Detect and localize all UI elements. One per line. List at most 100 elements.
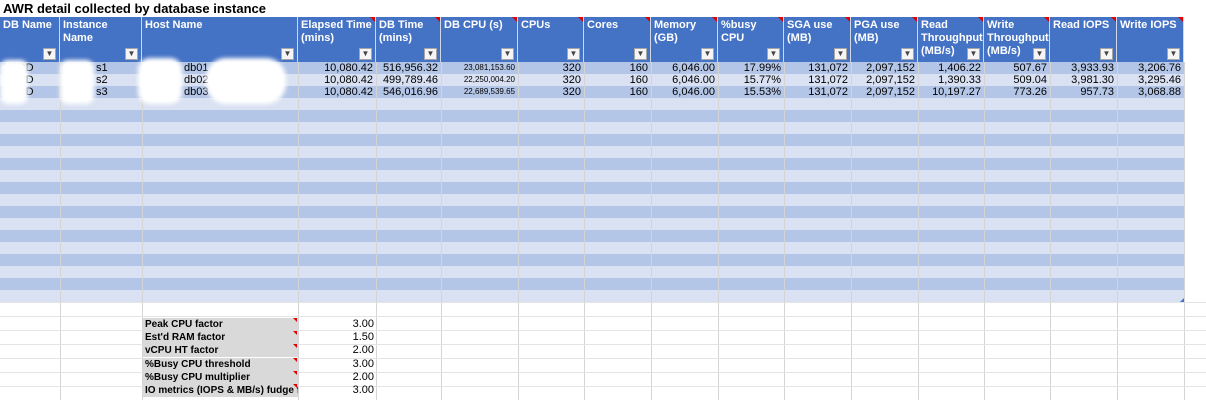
empty-table-row[interactable] <box>0 98 1184 110</box>
cell-write-throughput[interactable]: 507.67 <box>1013 62 1047 74</box>
table-resize-handle[interactable] <box>1180 298 1184 302</box>
cell-busy-cpu[interactable]: 15.53% <box>743 86 781 98</box>
factor-label[interactable]: vCPU HT factor <box>143 344 298 358</box>
cell-db-cpu[interactable]: 22,689,539.65 <box>463 87 515 96</box>
filter-dropdown-icon[interactable]: ▼ <box>424 48 437 60</box>
cell-db-cpu[interactable]: 23,081,153.60 <box>463 63 515 72</box>
cell-instance-name[interactable]: s2 <box>96 74 108 86</box>
cell-host-name[interactable]: db01 <box>184 62 209 74</box>
filter-dropdown-icon[interactable]: ▼ <box>901 48 914 60</box>
comment-indicator-icon[interactable] <box>1044 17 1049 22</box>
factor-value[interactable]: 3.00 <box>352 357 374 370</box>
cell-cores[interactable]: 160 <box>629 62 648 74</box>
cell-sga-use[interactable]: 131,072 <box>808 74 848 86</box>
cell-cores[interactable]: 160 <box>629 74 648 86</box>
empty-table-row[interactable] <box>0 278 1184 290</box>
empty-table-row[interactable] <box>0 182 1184 194</box>
comment-indicator-icon[interactable] <box>293 384 297 388</box>
table-row[interactable]: XPRDs3db0310,080.42546,016.9622,689,539.… <box>0 86 1184 98</box>
cell-sga-use[interactable]: 131,072 <box>808 86 848 98</box>
column-header-db-name[interactable]: DB Name ▼ <box>0 17 60 62</box>
cell-elapsed-time[interactable]: 10,080.42 <box>324 74 373 86</box>
cell-write-iops[interactable]: 3,295.46 <box>1138 74 1181 86</box>
column-header-memory-gb[interactable]: Memory (GB) ▼ <box>651 17 718 62</box>
comment-indicator-icon[interactable] <box>1111 17 1116 22</box>
filter-dropdown-icon[interactable]: ▼ <box>1100 48 1113 60</box>
cell-read-iops[interactable]: 957.73 <box>1080 86 1114 98</box>
column-header-write-iops[interactable]: Write IOPS ▼ <box>1117 17 1184 62</box>
cell-memory-gb[interactable]: 6,046.00 <box>672 86 715 98</box>
cell-busy-cpu[interactable]: 17.99% <box>743 62 781 74</box>
comment-indicator-icon[interactable] <box>293 344 297 349</box>
empty-table-row[interactable] <box>0 146 1184 158</box>
cell-db-time[interactable]: 499,789.46 <box>382 74 438 86</box>
filter-dropdown-icon[interactable]: ▼ <box>501 48 514 60</box>
column-header-instance-name[interactable]: Instance Name ▼ <box>60 17 142 62</box>
empty-table-row[interactable] <box>0 230 1184 242</box>
factor-label[interactable]: IO metrics (IOPS & MB/s) fudge factor <box>143 384 298 397</box>
column-header-elapsed-time[interactable]: Elapsed Time (mins) ▼ <box>298 17 376 62</box>
cell-instance-name[interactable]: s3 <box>96 86 108 98</box>
filter-dropdown-icon[interactable]: ▼ <box>834 48 847 60</box>
cell-db-time[interactable]: 546,016.96 <box>382 86 438 98</box>
filter-dropdown-icon[interactable]: ▼ <box>125 48 138 60</box>
cell-db-cpu[interactable]: 22,250,004.20 <box>463 75 515 84</box>
filter-dropdown-icon[interactable]: ▼ <box>567 48 580 60</box>
filter-dropdown-icon[interactable]: ▼ <box>43 48 56 60</box>
cell-cpus[interactable]: 320 <box>562 86 581 98</box>
column-header-db-time[interactable]: DB Time (mins) ▼ <box>376 17 441 62</box>
cell-cores[interactable]: 160 <box>629 86 648 98</box>
factor-label[interactable]: Peak CPU factor <box>143 318 298 331</box>
empty-table-row[interactable] <box>0 110 1184 122</box>
empty-table-row[interactable] <box>0 122 1184 134</box>
factor-value[interactable]: 3.00 <box>352 384 374 396</box>
filter-dropdown-icon[interactable]: ▼ <box>281 48 294 60</box>
cell-cpus[interactable]: 320 <box>562 62 581 74</box>
cell-pga-use[interactable]: 2,097,152 <box>866 62 915 74</box>
factor-label[interactable]: %Busy CPU threshold <box>143 357 298 371</box>
factor-label[interactable]: Est'd RAM factor <box>143 331 298 345</box>
cell-busy-cpu[interactable]: 15.77% <box>743 74 781 86</box>
comment-indicator-icon[interactable] <box>512 17 517 22</box>
column-header-db-cpu[interactable]: DB CPU (s) ▼ <box>441 17 518 62</box>
cell-sga-use[interactable]: 131,072 <box>808 62 848 74</box>
comment-indicator-icon[interactable] <box>912 17 917 22</box>
comment-indicator-icon[interactable] <box>712 17 717 22</box>
comment-indicator-icon[interactable] <box>370 17 375 22</box>
cell-elapsed-time[interactable]: 10,080.42 <box>324 86 373 98</box>
comment-indicator-icon[interactable] <box>435 17 440 22</box>
empty-table-row[interactable] <box>0 158 1184 170</box>
factor-label[interactable]: %Busy CPU multiplier <box>143 370 298 384</box>
cell-read-iops[interactable]: 3,933.93 <box>1071 62 1114 74</box>
column-header-host-name[interactable]: Host Name ▼ <box>142 17 298 62</box>
column-header-pga-use[interactable]: PGA use (MB) ▼ <box>851 17 918 62</box>
comment-indicator-icon[interactable] <box>293 357 297 362</box>
empty-table-row[interactable] <box>0 242 1184 254</box>
factor-value[interactable]: 3.00 <box>352 318 374 330</box>
empty-table-row[interactable] <box>0 206 1184 218</box>
empty-table-row[interactable] <box>0 254 1184 266</box>
column-header-busy-cpu[interactable]: %busy CPU ▼ <box>718 17 784 62</box>
cell-write-iops[interactable]: 3,068.88 <box>1138 86 1181 98</box>
column-header-sga-use[interactable]: SGA use (MB) ▼ <box>784 17 851 62</box>
cell-host-name[interactable]: db02 <box>184 74 209 86</box>
comment-indicator-icon[interactable] <box>578 17 583 22</box>
column-header-read-throughput[interactable]: Read Throughput (MB/s) ▼ <box>918 17 984 62</box>
comment-indicator-icon[interactable] <box>293 331 297 336</box>
cell-memory-gb[interactable]: 6,046.00 <box>672 74 715 86</box>
empty-table-row[interactable] <box>0 194 1184 206</box>
cell-elapsed-time[interactable]: 10,080.42 <box>324 62 373 74</box>
cell-host-name[interactable]: db03 <box>184 86 209 98</box>
filter-dropdown-icon[interactable]: ▼ <box>767 48 780 60</box>
table-row[interactable]: XPRDs1db0110,080.42516,956.3223,081,153.… <box>0 62 1184 74</box>
cell-write-iops[interactable]: 3,206.76 <box>1138 62 1181 74</box>
cell-write-throughput[interactable]: 509.04 <box>1013 74 1047 86</box>
comment-indicator-icon[interactable] <box>978 17 983 22</box>
comment-indicator-icon[interactable] <box>778 17 783 22</box>
comment-indicator-icon[interactable] <box>645 17 650 22</box>
empty-table-row[interactable] <box>0 266 1184 278</box>
column-header-write-throughput[interactable]: Write Throughput (MB/s) ▼ <box>984 17 1050 62</box>
cell-read-throughput[interactable]: 1,390.33 <box>938 74 981 86</box>
filter-dropdown-icon[interactable]: ▼ <box>1033 48 1046 60</box>
cell-write-throughput[interactable]: 773.26 <box>1013 86 1047 98</box>
